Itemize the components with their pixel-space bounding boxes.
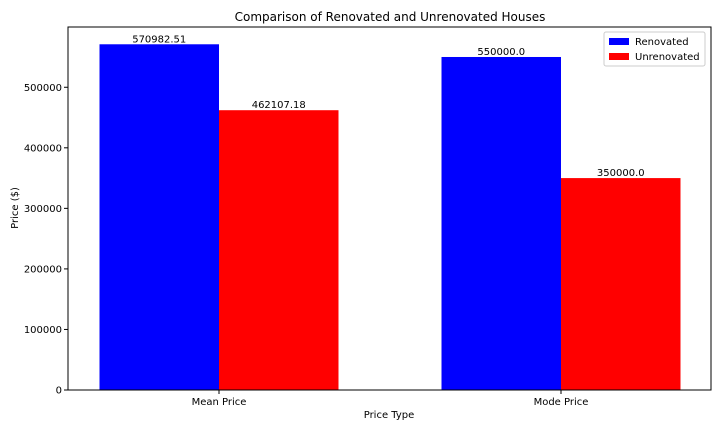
y-axis-label: Price ($) <box>10 187 21 229</box>
y-tick-label: 500000 <box>24 83 62 94</box>
plot-area: 570982.51 550000.0 462107.18 350000.0 0 1000… <box>24 26 712 408</box>
bars-group <box>99 44 681 391</box>
legend-swatch-unrenovated <box>609 53 629 60</box>
y-axis: 0 100000 200000 300000 400000 500000 <box>24 83 68 397</box>
bar-labels-group: 570982.51 550000.0 462107.18 350000.0 <box>132 34 644 179</box>
legend-label-unrenovated: Unrenovated <box>635 52 700 63</box>
bar-value-label: 462107.18 <box>252 100 306 111</box>
y-tick-label: 200000 <box>24 264 62 275</box>
bar-unrenovated-2 <box>561 178 681 390</box>
x-tick-label: Mode Price <box>534 397 589 408</box>
legend-label-renovated: Renovated <box>635 37 689 48</box>
x-tick-label: Mean Price <box>192 397 247 408</box>
bar-renovated-2 <box>441 56 561 390</box>
chart-title: Comparison of Renovated and Unrenovated … <box>235 10 546 24</box>
legend-swatch-renovated <box>609 38 629 45</box>
y-tick-label: 0 <box>56 386 62 397</box>
bar-renovated-1 <box>99 44 219 391</box>
legend-box <box>603 31 706 67</box>
y-tick-label: 100000 <box>24 325 62 336</box>
bar-value-label: 350000.0 <box>597 168 645 179</box>
legend: Renovated Unrenovated <box>603 31 706 67</box>
bar-value-label: 570982.51 <box>132 34 186 45</box>
bar-value-label: 550000.0 <box>477 47 525 58</box>
x-axis: Mean Price Mode Price <box>192 390 589 408</box>
x-axis-label: Price Type <box>364 410 415 421</box>
y-tick-label: 300000 <box>24 204 62 215</box>
bar-unrenovated-1 <box>219 110 339 391</box>
y-tick-label: 400000 <box>24 143 62 154</box>
